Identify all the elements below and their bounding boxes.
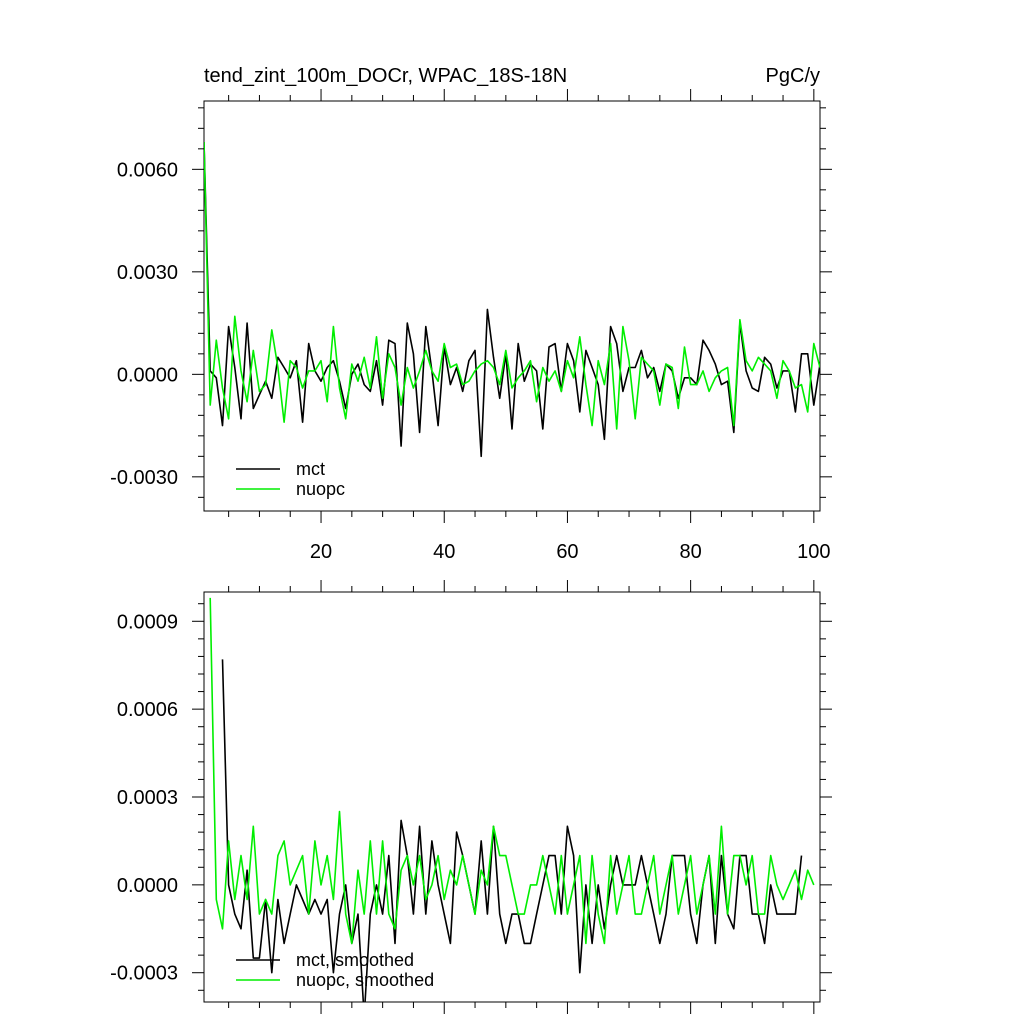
legend-label: mct: [296, 459, 325, 479]
x-tick-label: 80: [680, 541, 702, 563]
x-tick-label: 40: [433, 541, 455, 563]
y-tick-label: 0.0000: [117, 364, 178, 386]
plot-frame: [203, 100, 821, 512]
top-panel: -0.0030 0.0000 0.0030 0.0060 20 40 60 80 100 tend…: [110, 65, 832, 563]
y-tick-label: 0.0000: [117, 875, 178, 897]
series-line-nuopc-smoothed: [209, 597, 815, 945]
y-tick-label: 0.0009: [117, 611, 178, 633]
legend-label: nuopc: [296, 479, 345, 499]
units-label: PgC/y: [766, 65, 820, 87]
x-tick-label: 100: [797, 541, 830, 563]
y-tick-label: 0.0060: [117, 159, 178, 181]
bottom-panel: -0.0003 0.0000 0.0003 0.0006 0.0009 mct, smoo…: [110, 580, 832, 1014]
y-tick-label: -0.0003: [110, 963, 178, 985]
series-line-nuopc: [204, 141, 820, 430]
legend-label: nuopc, smoothed: [296, 970, 434, 990]
y-tick-label: 0.0006: [117, 699, 178, 721]
y-tick-label: -0.0030: [110, 467, 178, 489]
series-line-mct: [204, 141, 820, 458]
x-tick-label: 20: [310, 541, 332, 563]
x-tick-label: 60: [556, 541, 578, 563]
y-tick-label: 0.0003: [117, 787, 178, 809]
legend-label: mct, smoothed: [296, 950, 414, 970]
chart-title: tend_zint_100m_DOCr, WPAC_18S-18N: [204, 65, 567, 87]
y-tick-label: 0.0030: [117, 262, 178, 284]
